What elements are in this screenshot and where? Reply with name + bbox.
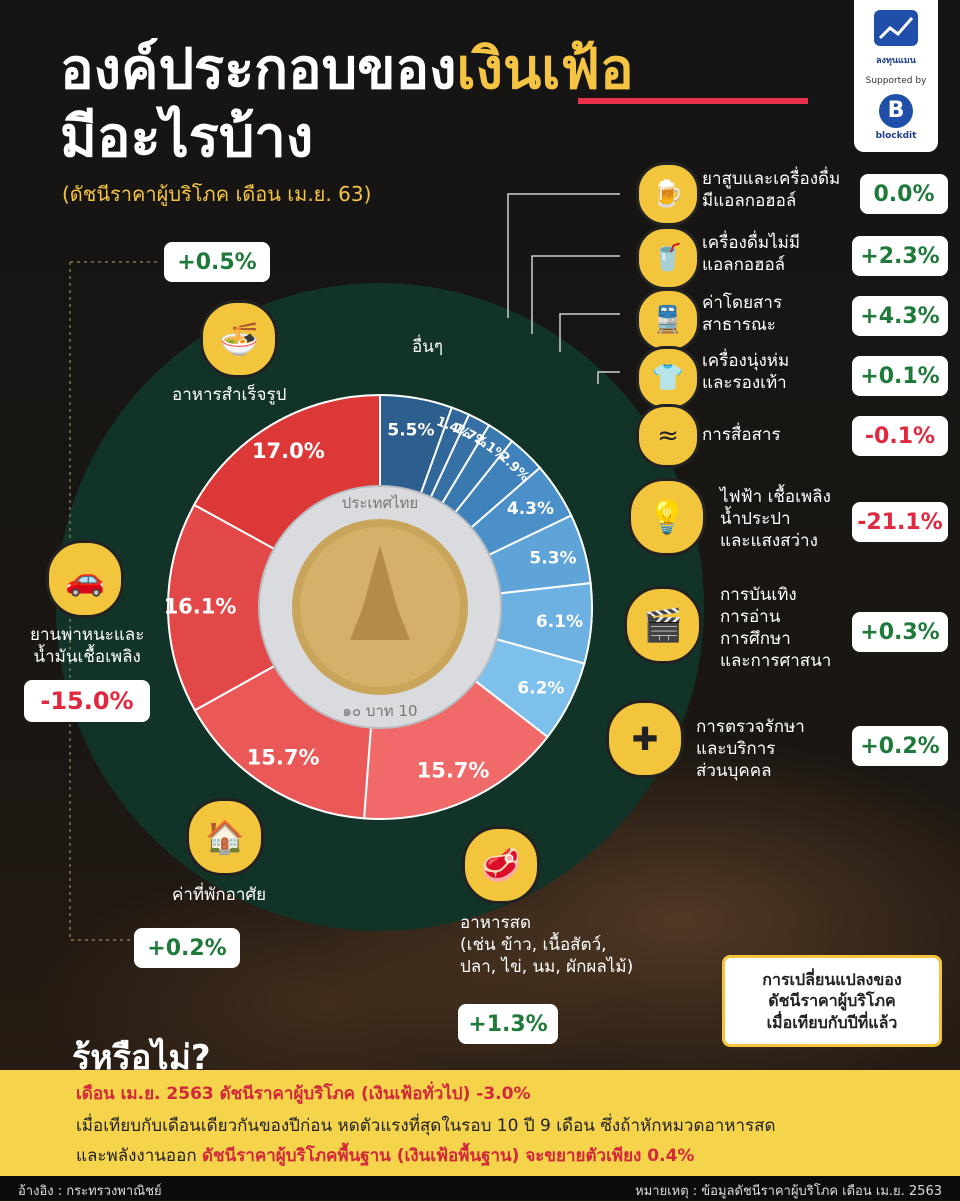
title-part-a: องค์ประกอบของ xyxy=(60,37,457,102)
did-you-know-line1: เดือน เม.ย. 2563 ดัชนีราคาผู้บริโภค (เงิ… xyxy=(76,1084,531,1104)
category-label: ยาสูบและเครื่องดื่ม มีแอลกอฮอล์ xyxy=(702,169,841,212)
did-you-know-band: เดือน เม.ย. 2563 ดัชนีราคาผู้บริโภค (เงิ… xyxy=(0,1070,960,1176)
footer: อ้างอิง : กระทรวงพาณิชย์ หมายเหตุ : ข้อม… xyxy=(0,1176,960,1200)
pie-label: 4.3% xyxy=(507,499,554,519)
noodle-icon: 🍜 xyxy=(200,300,278,378)
others-label: อื่นๆ xyxy=(412,337,443,357)
leader-line xyxy=(597,371,620,384)
pie-label: 15.7% xyxy=(417,759,490,783)
supported-by-label: Supported by xyxy=(865,76,927,86)
page-title-line2: มีอะไรบ้าง xyxy=(60,105,314,170)
source-text: อ้างอิง : กระทรวงพาณิชย์ xyxy=(18,1184,162,1199)
sponsor-logo-icon: B xyxy=(879,94,913,128)
change-badge: +0.1% xyxy=(852,356,948,396)
bottle-icon: 🥤 xyxy=(636,226,700,290)
change-badge: +0.5% xyxy=(164,242,270,282)
meat-icon: 🥩 xyxy=(462,826,540,904)
pie-label: 6.2% xyxy=(517,679,564,699)
title-underline xyxy=(578,98,808,104)
clothes-icon: 👕 xyxy=(636,346,700,410)
note-text: หมายเหตุ : ข้อมูลดัชนีราคาผู้บริโภค เดือ… xyxy=(635,1184,942,1199)
change-badge: +0.3% xyxy=(852,612,948,652)
pie-label: 5.3% xyxy=(529,548,576,568)
wifi-icon: ≈ xyxy=(636,404,700,468)
coin-text-bottom: ๑๐ บาท 10 xyxy=(342,702,417,720)
change-badge: +4.3% xyxy=(852,296,948,336)
leader-line xyxy=(507,193,620,318)
brand-logo-box: ลงทุนแมน Supported by B blockdit xyxy=(854,0,938,152)
category-label: ยานพาหนะและ น้ำมันเชื้อเพลิง xyxy=(30,625,145,668)
guide-line xyxy=(69,262,130,941)
did-you-know-line3: และพลังงานออก ดัชนีราคาผู้บริโภคพื้นฐาน … xyxy=(76,1146,695,1166)
title-highlight: เงินเฟ้อ xyxy=(456,37,634,102)
category-label: ค่าโดยสาร สาธารณะ xyxy=(702,293,783,336)
did-you-know-line2: เมื่อเทียบกับเดือนเดียวกันของปีก่อน หดตั… xyxy=(76,1116,776,1136)
page-title: องค์ประกอบของเงินเฟ้อ xyxy=(60,42,634,98)
category-label: ค่าที่พักอาศัย xyxy=(172,885,267,905)
utilities-icon: 💡 xyxy=(628,478,706,556)
category-label: เครื่องนุ่งห่ม และรองเท้า xyxy=(702,351,790,394)
change-badge: +0.2% xyxy=(134,928,240,968)
medical-cross-icon: ✚ xyxy=(606,700,684,778)
media-icon: 🎬 xyxy=(624,586,702,664)
category-label: อาหารสด (เช่น ข้าว, เนื้อสัตว์, ปลา, ไข่, … xyxy=(460,913,634,978)
pie-label: 16.1% xyxy=(164,595,237,619)
leader-lines xyxy=(69,193,620,941)
beer-cigarette-icon: 🍺 xyxy=(636,162,700,226)
change-badge: 0.0% xyxy=(860,174,948,214)
brand-name: ลงทุนแมน xyxy=(876,56,916,66)
train-icon: 🚆 xyxy=(636,288,700,352)
page-subtitle: (ดัชนีราคาผู้บริโภค เดือน เม.ย. 63) xyxy=(62,182,372,206)
change-badge: -0.1% xyxy=(852,416,948,456)
coin: ประเทศไทย ๑๐ บาท 10 xyxy=(258,485,502,729)
change-badge: +1.3% xyxy=(458,1004,558,1044)
sponsor-name: blockdit xyxy=(875,131,917,141)
pie-label: 15.7% xyxy=(247,746,320,770)
leader-line xyxy=(559,313,620,352)
category-label: การบันเทิง การอ่าน การศึกษา และการศาสนา xyxy=(720,585,832,672)
pie-label: 17.0% xyxy=(252,439,325,463)
category-label: การสื่อสาร xyxy=(702,425,781,445)
pie-label: 6.1% xyxy=(536,612,583,632)
change-badge: -21.1% xyxy=(852,502,948,542)
legend-note: การเปลี่ยนแปลงของ ดัชนีราคาผู้บริโภค เมื่อ… xyxy=(722,955,942,1047)
category-label: เครื่องดื่มไม่มี แอลกอฮอล์ xyxy=(702,233,801,276)
house-icon: 🏠 xyxy=(186,798,264,876)
pie-slices xyxy=(167,393,593,820)
change-badge: +0.2% xyxy=(852,726,948,766)
car-fuel-icon: 🚗 xyxy=(46,540,124,618)
change-badge: +2.3% xyxy=(852,236,948,276)
category-label: การตรวจรักษา และบริการ ส่วนบุคคล xyxy=(696,717,805,782)
category-label: ไฟฟ้า เชื้อเพลิง น้ำประปา และแสงสว่าง xyxy=(720,487,831,552)
change-badge: -15.0% xyxy=(24,680,150,722)
category-label: อาหารสำเร็จรูป xyxy=(172,385,287,405)
chart-logo-icon xyxy=(874,10,918,46)
pie-label: 5.5% xyxy=(387,421,434,441)
leader-line xyxy=(531,255,620,334)
coin-text-top: ประเทศไทย xyxy=(342,494,418,512)
